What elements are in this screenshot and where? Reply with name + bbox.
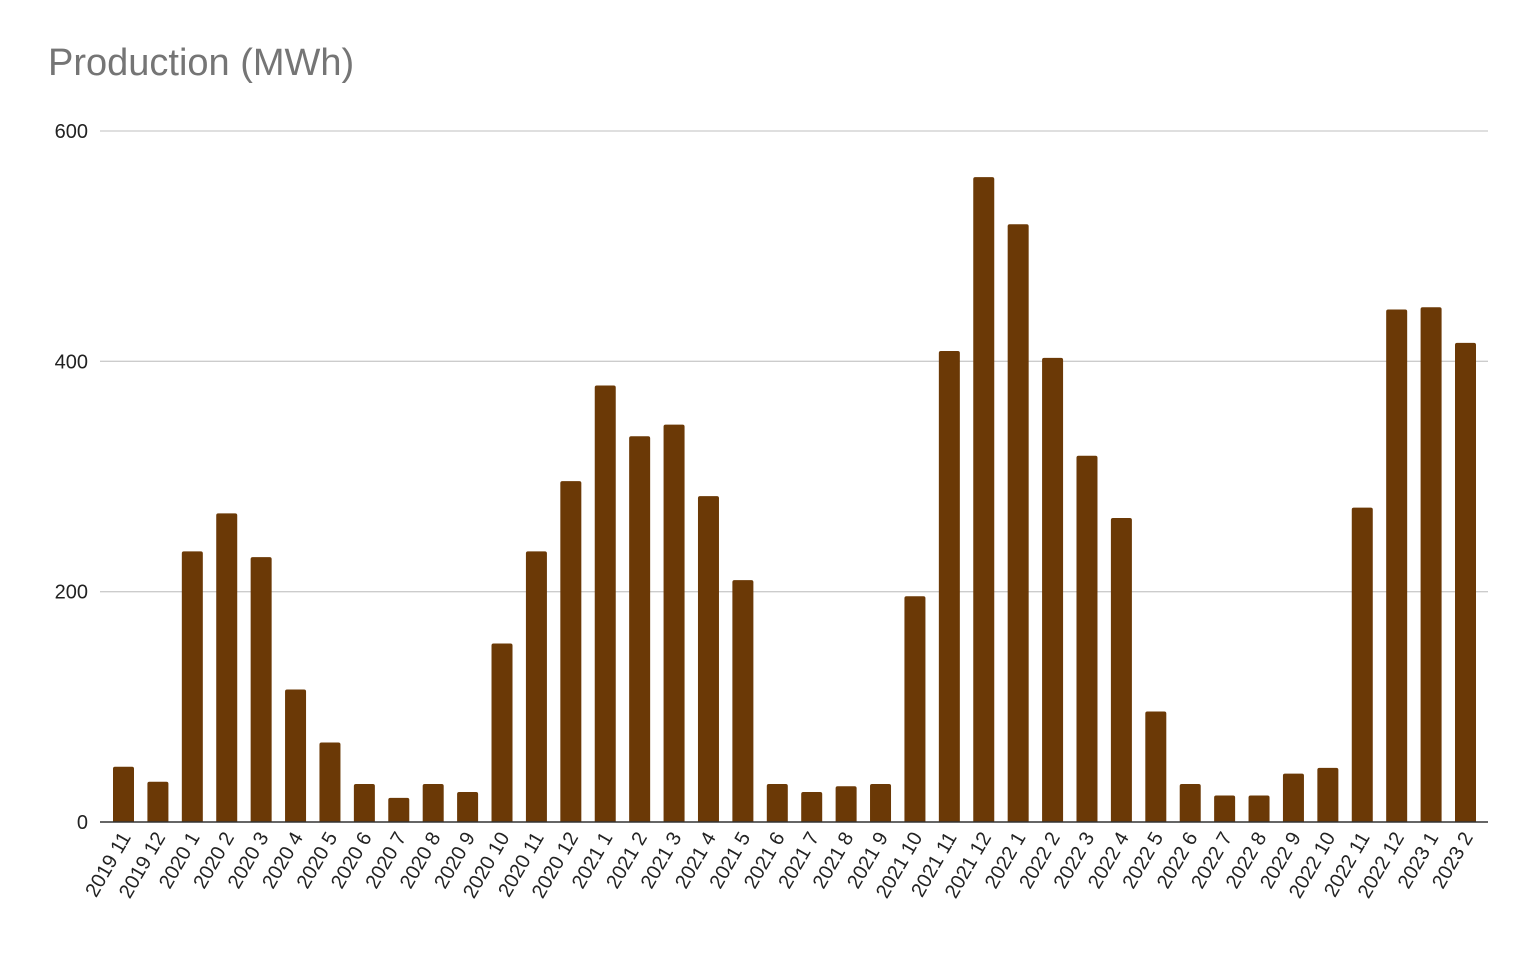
bar bbox=[663, 424, 685, 822]
y-tick-label: 0 bbox=[77, 812, 88, 834]
bar bbox=[250, 557, 272, 822]
bar bbox=[801, 792, 823, 822]
bar bbox=[1248, 795, 1270, 822]
bar bbox=[1420, 307, 1442, 823]
bar bbox=[870, 783, 892, 822]
bar bbox=[457, 792, 479, 822]
bar bbox=[697, 496, 719, 822]
bar bbox=[938, 350, 960, 822]
bar bbox=[1076, 455, 1098, 822]
bar bbox=[766, 783, 788, 822]
bar bbox=[319, 742, 341, 822]
grid-lines bbox=[100, 130, 1488, 593]
bar bbox=[388, 797, 410, 822]
bar bbox=[147, 781, 169, 822]
bar bbox=[1386, 309, 1408, 823]
bar bbox=[525, 551, 547, 822]
bar bbox=[353, 783, 375, 822]
bar bbox=[1282, 773, 1304, 822]
bar bbox=[1179, 783, 1201, 822]
y-tick-label: 400 bbox=[55, 351, 88, 373]
bar bbox=[1214, 795, 1236, 822]
bar bbox=[1317, 767, 1339, 822]
bar bbox=[560, 481, 582, 822]
bar bbox=[1110, 517, 1132, 822]
bar bbox=[113, 766, 134, 822]
bars bbox=[113, 177, 1476, 823]
bar bbox=[1007, 224, 1029, 822]
bar bbox=[732, 580, 754, 822]
bar bbox=[285, 689, 307, 822]
chart-title: Production (MWh) bbox=[48, 42, 355, 84]
bar bbox=[491, 643, 513, 822]
y-tick-label: 600 bbox=[55, 121, 88, 143]
bar bbox=[1455, 342, 1476, 822]
bar bbox=[1351, 507, 1373, 822]
bar bbox=[1145, 711, 1167, 822]
bar bbox=[1042, 357, 1064, 822]
bar bbox=[594, 385, 616, 822]
bar bbox=[835, 786, 857, 822]
bar bbox=[629, 436, 651, 822]
bar bbox=[422, 783, 444, 822]
bar bbox=[181, 551, 203, 822]
y-tick-label: 200 bbox=[55, 582, 88, 604]
bar bbox=[216, 513, 238, 822]
y-axis-tick-labels: 0 200 400 600 bbox=[55, 121, 88, 834]
bar bbox=[904, 596, 926, 822]
bar bbox=[973, 177, 995, 823]
